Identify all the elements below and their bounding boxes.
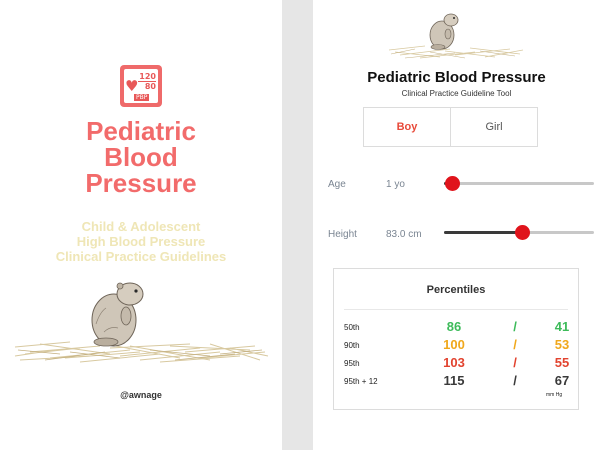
systolic-value: 103: [443, 355, 465, 370]
bp-separator: /: [513, 355, 517, 370]
percentiles-title: Percentiles: [426, 284, 486, 296]
author-credit: @awnage: [120, 390, 162, 400]
app-subtitle-line: High Blood Pressure: [76, 234, 206, 249]
tool-screen: Pediatric Blood Pressure Clinical Practi…: [313, 0, 600, 450]
age-label: Age: [328, 179, 346, 190]
diastolic-value: 41: [554, 319, 570, 334]
height-slider-fill: [444, 231, 522, 234]
percentile-name: 95th + 12: [344, 377, 378, 386]
systolic-value: 100: [443, 337, 465, 352]
percentile-name: 50th: [344, 323, 360, 332]
systolic-value: 115: [443, 373, 465, 388]
height-slider-thumb[interactable]: [515, 225, 530, 240]
age-slider[interactable]: [444, 176, 594, 191]
age-slider-thumb[interactable]: [444, 176, 460, 191]
systolic-value: 86: [446, 319, 462, 334]
diastolic-value: 67: [554, 373, 570, 388]
height-label: Height: [328, 229, 357, 240]
heart-icon: ♥: [125, 77, 139, 95]
boy-segment-button[interactable]: Boy: [396, 121, 418, 133]
app-title-line: Blood: [104, 142, 178, 172]
app-subtitle: Child & Adolescent High Blood Pressure C…: [0, 219, 282, 264]
app-title-line: Pediatric: [86, 116, 196, 146]
percentiles-card: Percentiles 50th 86 / 41 90th 100 / 53 9…: [333, 268, 579, 410]
tool-title: Pediatric Blood Pressure: [367, 69, 546, 86]
percentile-name: 95th: [344, 359, 360, 368]
splash-screen: ♥ 120 80 PBP Pediatric Blood Pressure Ch…: [0, 0, 282, 450]
app-logo: ♥ 120 80 PBP: [120, 65, 162, 107]
app-subtitle-line: Child & Adolescent: [81, 219, 201, 234]
bp-separator: /: [513, 319, 517, 334]
percentile-row: 95th + 12 115 / 67: [334, 373, 578, 391]
percentile-name: 90th: [344, 341, 360, 350]
prairie-dog-illustration: [14, 282, 269, 363]
height-value: 83.0 cm: [386, 229, 422, 240]
bp-separator: /: [513, 337, 517, 352]
logo-abbr: PBP: [134, 94, 150, 101]
diastolic-value: 55: [554, 355, 570, 370]
app-subtitle-line: Clinical Practice Guidelines: [55, 249, 227, 264]
app-title-line: Pressure: [85, 168, 197, 198]
percentile-row: 95th 103 / 55: [334, 355, 578, 373]
bp-separator: /: [513, 373, 517, 388]
percentile-row: 50th 86 / 41: [334, 319, 578, 337]
height-slider[interactable]: [444, 225, 594, 240]
units-label: mm Hg: [546, 392, 563, 398]
prairie-dog-illustration: [388, 13, 524, 59]
diastolic-value: 53: [554, 337, 570, 352]
percentiles-divider: [344, 309, 568, 310]
age-value: 1 yo: [386, 179, 405, 190]
tool-subtitle: Clinical Practice Guideline Tool: [401, 89, 512, 98]
logo-diastolic: 80: [144, 82, 156, 91]
logo-systolic: 120: [139, 72, 156, 81]
sex-segmented-control: Boy Girl: [363, 107, 538, 147]
app-title: Pediatric Blood Pressure: [0, 118, 282, 196]
percentile-row: 90th 100 / 53: [334, 337, 578, 355]
girl-segment-button[interactable]: Girl: [450, 108, 537, 146]
